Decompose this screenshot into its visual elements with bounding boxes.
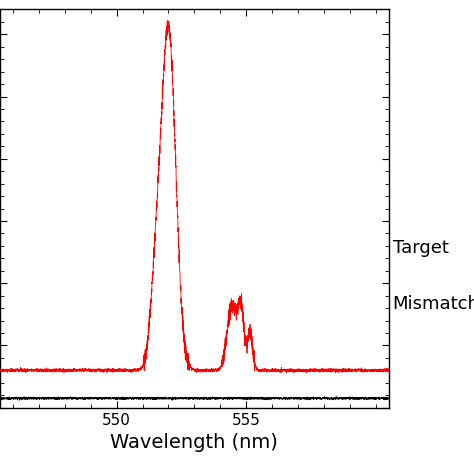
X-axis label: Wavelength (nm): Wavelength (nm): [110, 433, 278, 452]
Text: Mismatch: Mismatch: [392, 295, 474, 313]
Text: Target: Target: [392, 239, 448, 257]
